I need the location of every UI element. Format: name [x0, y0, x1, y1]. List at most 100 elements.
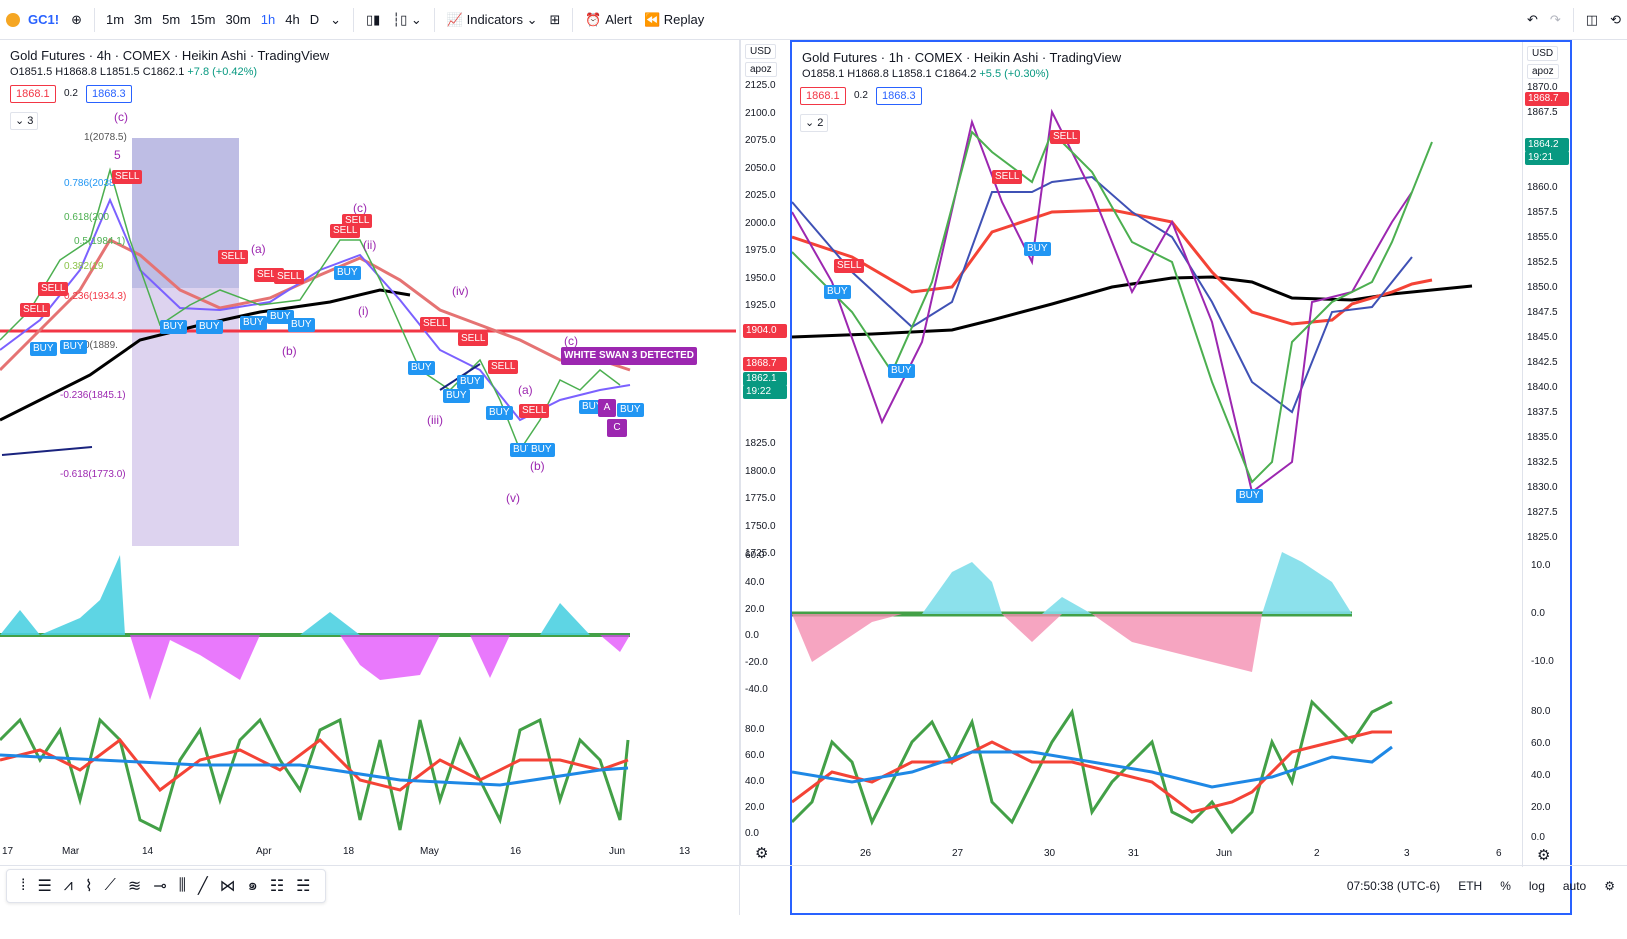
drawing-toolbar: ⁞ ☰ ⩘ ⌇ ⟋ ≋ ⊸ ⫼ ╱ ⋈ ๑ ☷ ☵ — [6, 868, 326, 903]
buy-signal: BUY — [288, 318, 315, 332]
session-toggle[interactable]: ETH — [1458, 878, 1483, 893]
sell-signal: SELL — [330, 224, 361, 238]
trend-line-icon[interactable]: ╱ — [198, 877, 208, 895]
time-tick: Apr — [256, 846, 272, 857]
scale-selector[interactable]: apoz — [745, 62, 777, 77]
time-tick: 3 — [1404, 848, 1410, 859]
price-tick: 1852.5 — [1527, 257, 1558, 268]
price-tick: 2000.0 — [745, 218, 776, 229]
bid-box[interactable]: 1868.1 — [800, 87, 846, 105]
rsi-tick: 60.0 — [1531, 738, 1551, 749]
last-price-tag: 1864.2 — [1525, 138, 1569, 152]
tf-4h[interactable]: 4h — [285, 12, 300, 27]
candle-type-icon[interactable]: ▯▮ — [365, 11, 381, 27]
wave-label: (a) — [518, 383, 533, 397]
spiral-icon[interactable]: ๑ — [247, 877, 258, 894]
fib-extension-icon[interactable]: ☵ — [296, 877, 311, 895]
compare-add-button[interactable]: ⊕ — [71, 11, 82, 27]
sell-signal: SELL — [218, 250, 249, 264]
rsi-tick: 80.0 — [1531, 706, 1551, 717]
fib-label: 0.382(19 — [64, 261, 104, 272]
tf-30m[interactable]: 30m — [225, 12, 251, 27]
indicators-icon: 📈 — [446, 11, 467, 27]
log-toggle[interactable]: log — [1528, 878, 1545, 893]
right-chart-canvas[interactable] — [792, 42, 1522, 867]
tf-1m[interactable]: 1m — [105, 12, 125, 27]
currency-selector[interactable]: USD — [1527, 46, 1559, 61]
buy-signal: BUY — [30, 342, 57, 356]
auto-toggle[interactable]: auto — [1562, 878, 1587, 893]
ask-box[interactable]: 1868.3 — [876, 87, 922, 105]
tf-5m[interactable]: 5m — [162, 12, 181, 27]
percent-toggle[interactable]: % — [1500, 878, 1511, 893]
alarm-icon: ⏰ — [585, 11, 606, 27]
sell-signal: SELL — [38, 282, 69, 296]
indicators-button[interactable]: 📈 Indicators ⌄ — [446, 11, 538, 28]
fib-label: 0(1889. — [84, 340, 118, 351]
wave-label: (ii) — [363, 238, 377, 252]
bar-type-icon[interactable]: ┆▯ ⌄ — [392, 11, 422, 27]
time-tick: 6 — [1496, 848, 1502, 859]
collapse-indicators[interactable]: ⌄ 2 — [800, 114, 829, 132]
price-tick: 1840.0 — [1527, 382, 1558, 393]
xabcd-icon[interactable]: ⋈ — [219, 877, 236, 895]
gear-icon[interactable]: ⚙ — [755, 845, 769, 862]
right-price-axis[interactable]: USD apoz 1870.0 1867.5 1860.0 1857.5 185… — [1522, 42, 1570, 867]
clock[interactable]: 07:50:38 (UTC-6) — [1346, 878, 1441, 893]
fib-label: 0.236(1934.3) — [64, 291, 127, 302]
wave-label: (c) — [114, 110, 128, 124]
channel-icon[interactable]: ≋ — [127, 877, 142, 895]
fib-label: 0.618(200 — [64, 212, 110, 223]
tf-d[interactable]: D — [309, 12, 320, 27]
replay-button[interactable]: ⏪ Replay — [638, 0, 710, 40]
alert-button[interactable]: ⏰ Alert — [579, 0, 638, 40]
horizontal-ray-icon[interactable]: ⊸ — [153, 877, 167, 895]
redo-icon[interactable]: ↷ — [1549, 12, 1561, 27]
bid-box[interactable]: 1868.1 — [10, 85, 56, 103]
trend-icon[interactable]: ⟋ — [104, 876, 116, 894]
right-time-axis[interactable]: 26 27 30 31 Jun 2 3 6 — [792, 848, 1522, 866]
layout-icon[interactable]: ⊞ — [549, 11, 561, 27]
rewind-icon: ⏪ — [643, 11, 664, 27]
sync-icon[interactable]: ⟲ — [1610, 12, 1621, 27]
ask-box[interactable]: 1868.3 — [86, 85, 132, 103]
bars-pattern-icon[interactable]: ⫼ — [178, 876, 187, 894]
sell-signal: SELL — [834, 259, 865, 273]
buy-signal: BUY — [334, 266, 361, 280]
fib-label: 0.5(1984.1) — [74, 236, 126, 247]
time-tick: Jun — [609, 846, 626, 857]
price-tick: 1775.0 — [745, 493, 776, 504]
status-bar: 07:50:38 (UTC-6) ETH % log auto ⚙ — [1347, 879, 1615, 893]
price-tick: 1800.0 — [745, 466, 776, 477]
scale-selector[interactable]: apoz — [1527, 64, 1559, 79]
price-tick: 2125.0 — [745, 80, 776, 91]
left-chart-canvas[interactable] — [0, 40, 740, 865]
symbol-label: GC1! — [28, 12, 60, 27]
timeframe-dropdown-icon[interactable]: ⌄ — [330, 11, 341, 27]
alert-label: Alert — [605, 12, 632, 27]
abc-pattern-icon[interactable]: ⩘ — [63, 876, 73, 894]
left-price-axis[interactable]: USD apoz 2125.0 2100.0 2075.0 2050.0 202… — [740, 40, 788, 865]
undo-icon[interactable]: ↶ — [1526, 12, 1538, 27]
wave-pattern-icon[interactable]: ⌇ — [84, 877, 93, 895]
osc-tick: 40.0 — [745, 577, 765, 588]
currency-selector[interactable]: USD — [745, 44, 777, 59]
indicator-count: 3 — [27, 115, 34, 127]
tf-3m[interactable]: 3m — [134, 12, 153, 27]
right-chart-pane[interactable]: Gold Futures · 1h · COMEX · Heikin Ashi … — [790, 40, 1572, 915]
tf-1h[interactable]: 1h — [260, 12, 276, 27]
tf-15m[interactable]: 15m — [190, 12, 216, 27]
collapse-indicators[interactable]: ⌄ 3 — [10, 112, 39, 130]
split-layout-icon[interactable]: ◫ — [1585, 12, 1599, 27]
lines-icon[interactable]: ☰ — [37, 877, 52, 895]
settings-icon[interactable]: ⚙ — [1604, 878, 1615, 893]
wave-label: (c) — [564, 334, 578, 348]
price-tick: 2100.0 — [745, 108, 776, 119]
left-time-axis[interactable]: 17 Mar 14 Apr 18 May 16 Jun 13 — [0, 846, 736, 864]
left-chart-pane[interactable]: Gold Futures · 4h · COMEX · Heikin Ashi … — [0, 40, 740, 915]
fib-retracement-icon[interactable]: ☷ — [269, 877, 285, 895]
price-change: +7.8 (+0.42%) — [187, 66, 258, 78]
grip-icon[interactable]: ⁞ — [21, 876, 26, 894]
symbol-search[interactable]: GC1! — [0, 0, 65, 40]
gear-icon[interactable]: ⚙ — [1537, 847, 1551, 864]
